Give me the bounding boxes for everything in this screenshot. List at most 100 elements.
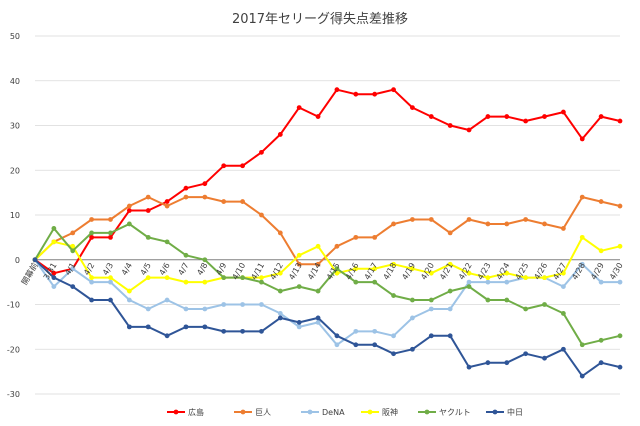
data-point: [523, 275, 529, 281]
data-point: [428, 270, 434, 276]
data-point: [466, 270, 472, 276]
data-point: [466, 364, 472, 370]
data-point: [334, 342, 340, 348]
data-point: [428, 217, 434, 222]
data-point: [353, 279, 359, 285]
data-point: [145, 324, 151, 330]
data-point: [259, 275, 264, 281]
data-point: [504, 279, 510, 285]
data-point: [202, 194, 208, 200]
data-point: [70, 248, 76, 254]
data-point: [504, 270, 510, 276]
data-point: [334, 270, 340, 276]
data-point: [410, 266, 415, 272]
y-tick-label: -10: [7, 301, 20, 310]
y-tick-label: 10: [10, 211, 20, 220]
data-point: [126, 288, 132, 294]
data-point: [183, 185, 189, 191]
data-point: [466, 127, 472, 133]
data-point: [372, 342, 378, 348]
data-point: [579, 136, 585, 142]
data-point: [315, 320, 321, 325]
data-point: [617, 364, 623, 370]
data-point: [202, 306, 208, 312]
data-point: [126, 208, 132, 213]
data-point: [259, 212, 264, 218]
data-point: [183, 279, 189, 285]
y-tick-label: 40: [10, 77, 20, 86]
series-lines: [32, 87, 623, 379]
legend-swatch-marker: [367, 409, 373, 415]
y-tick-label: 20: [10, 166, 20, 175]
data-point: [240, 302, 245, 307]
data-point: [598, 279, 604, 285]
data-point: [485, 114, 491, 119]
series-line: [34, 259, 620, 346]
x-tick-label: 4/6: [158, 261, 172, 277]
data-point: [428, 114, 434, 119]
data-point: [296, 284, 302, 289]
x-tick-label: 4/27: [551, 261, 568, 281]
data-point: [296, 261, 302, 267]
data-point: [598, 199, 604, 204]
data-point: [277, 311, 283, 316]
legend-item: DeNA: [301, 408, 345, 417]
data-point: [485, 297, 491, 303]
data-point: [410, 105, 415, 110]
data-point: [598, 360, 604, 366]
legend-item: 巨人: [234, 408, 271, 417]
data-point: [504, 221, 510, 227]
data-point: [240, 275, 245, 281]
data-point: [277, 315, 283, 321]
data-point: [315, 114, 321, 119]
data-point: [164, 333, 170, 339]
data-point: [202, 257, 208, 263]
data-point: [89, 234, 95, 240]
data-point: [164, 199, 170, 204]
chart-title: 2017年セリーグ得失点差推移: [232, 11, 408, 27]
data-point: [70, 284, 76, 289]
data-point: [145, 208, 151, 213]
data-point: [334, 266, 340, 272]
x-tick-label: 4/29: [589, 261, 606, 281]
data-point: [296, 324, 302, 330]
x-tick-label: 4/22: [457, 261, 474, 281]
data-point: [315, 261, 321, 267]
data-point: [240, 163, 245, 169]
data-point: [617, 243, 623, 249]
x-tick-label: 4/30: [608, 261, 625, 281]
data-point: [51, 275, 57, 281]
data-point: [410, 297, 415, 303]
data-point: [560, 346, 566, 352]
legend-label: 中日: [507, 407, 523, 417]
legend: 広島 巨人 DeNA 阪神 ヤクルト 中日: [167, 407, 523, 417]
data-point: [542, 302, 547, 307]
data-point: [523, 118, 529, 124]
data-point: [108, 217, 113, 222]
data-point: [221, 199, 227, 204]
data-point: [579, 194, 585, 200]
data-point: [560, 311, 566, 316]
data-point: [372, 266, 378, 272]
data-point: [108, 279, 113, 285]
data-point: [164, 239, 170, 245]
data-point: [221, 302, 227, 307]
x-tick-label: 4/16: [344, 261, 361, 281]
data-point: [447, 261, 453, 267]
data-point: [560, 270, 566, 276]
data-point: [579, 234, 585, 240]
y-tick-label: -20: [7, 345, 20, 354]
data-point: [485, 360, 491, 366]
series-4: [32, 221, 623, 348]
data-point: [70, 266, 76, 272]
legend-label: DeNA: [322, 408, 345, 417]
data-point: [542, 221, 547, 227]
data-point: [315, 243, 321, 249]
data-point: [391, 351, 396, 357]
data-point: [617, 118, 623, 124]
data-point: [598, 114, 604, 119]
data-point: [221, 328, 227, 334]
gridlines: [35, 35, 620, 395]
data-point: [334, 87, 340, 93]
data-point: [89, 279, 95, 285]
